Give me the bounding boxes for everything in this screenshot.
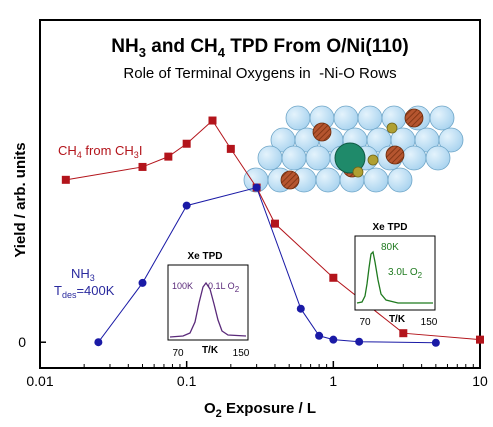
x-axis-label: O2 Exposure / L: [204, 400, 316, 420]
inset1-title: Xe TPD: [187, 251, 222, 262]
ni-atom: [257, 145, 283, 171]
ni-atom: [285, 105, 311, 131]
inset1-xlabel: T/K: [202, 345, 219, 356]
series-label-ch4: CH4 from CH3I: [58, 143, 142, 160]
ni-atom: [305, 145, 331, 171]
h-atom: [367, 154, 379, 166]
x-tick-label: 10: [472, 373, 488, 389]
data-point-ch4: [329, 273, 338, 282]
series-label-nh3-tdes: Tdes=400K: [54, 283, 115, 300]
inset1-trace: [169, 281, 247, 338]
ni-atom: [315, 167, 341, 193]
data-point-ch4: [164, 152, 173, 161]
data-point-ch4: [138, 162, 147, 171]
y-axis-ticks: 0: [18, 334, 46, 350]
series-layer: [61, 116, 484, 347]
data-point-nh3: [138, 278, 147, 287]
series-label-nh3: NH3: [71, 266, 95, 283]
inset1-tick-150: 150: [233, 348, 250, 359]
data-point-ch4: [208, 116, 217, 125]
inset1-frame: [167, 264, 249, 341]
ni-atom: [357, 105, 383, 131]
ni-o-surface-illustration: [243, 105, 464, 193]
inset2-dose-label: 3.0L O2: [388, 267, 423, 280]
data-point-nh3: [355, 337, 364, 346]
ni-atom: [363, 167, 389, 193]
ni-atom: [438, 127, 464, 153]
inset2-peak-label: 80K: [381, 242, 399, 253]
inset1-tick-70: 70: [172, 348, 184, 359]
ni-atom: [401, 145, 427, 171]
data-point-nh3: [252, 183, 261, 192]
data-point-nh3: [94, 338, 103, 347]
y-tick-label: 0: [18, 334, 26, 350]
data-point-nh3: [329, 335, 338, 344]
x-tick-label: 0.1: [177, 373, 197, 389]
data-point-ch4: [226, 144, 235, 153]
ni-atom: [425, 145, 451, 171]
h-atom: [386, 122, 398, 134]
inset2-title: Xe TPD: [372, 222, 407, 233]
data-point-ch4: [476, 335, 484, 344]
chart-subtitle: Role of Terminal Oxygens in -Ni-O Rows: [123, 65, 396, 82]
x-axis-ticks: 0.01 0.1 1 10: [26, 361, 488, 389]
inset2-xlabel: T/K: [389, 314, 406, 325]
inset2-tick-150: 150: [421, 317, 438, 328]
data-point-ch4: [182, 139, 191, 148]
x-tick-label: 0.01: [26, 373, 53, 389]
data-point-ch4: [399, 329, 408, 338]
inset2-tick-70: 70: [359, 317, 371, 328]
inset-xe-tpd-high: Xe TPD 80K 3.0L O2 70 150 T/K: [354, 222, 438, 328]
ni-atom: [387, 167, 413, 193]
x-tick-label: 1: [329, 373, 337, 389]
n-atom: [334, 142, 366, 174]
o-atom: [385, 145, 405, 165]
y-axis-label: Yield / arb. units: [12, 142, 29, 257]
data-point-nh3: [182, 201, 191, 210]
inset1-dose-label: 0.1L O2: [208, 281, 240, 294]
data-point-nh3: [296, 304, 305, 313]
o-atom: [280, 170, 300, 190]
data-point-nh3: [315, 331, 324, 340]
data-point-ch4: [270, 219, 279, 228]
o-atom: [312, 122, 332, 142]
inset1-peak-label: 100K: [172, 281, 193, 291]
inset2-trace: [356, 250, 433, 304]
ni-atom: [333, 105, 359, 131]
plot-frame: [39, 19, 481, 369]
ni-atom: [281, 145, 307, 171]
chart-title: NH3 and CH4 TPD From O/Ni(110): [111, 36, 408, 60]
data-point-nh3: [431, 338, 440, 347]
o-atom: [404, 108, 424, 128]
ni-atom: [429, 105, 455, 131]
data-point-ch4: [61, 175, 70, 184]
inset-xe-tpd-low: Xe TPD 100K 0.1L O2 70 150 T/K: [167, 251, 250, 359]
h-atom: [352, 166, 364, 178]
